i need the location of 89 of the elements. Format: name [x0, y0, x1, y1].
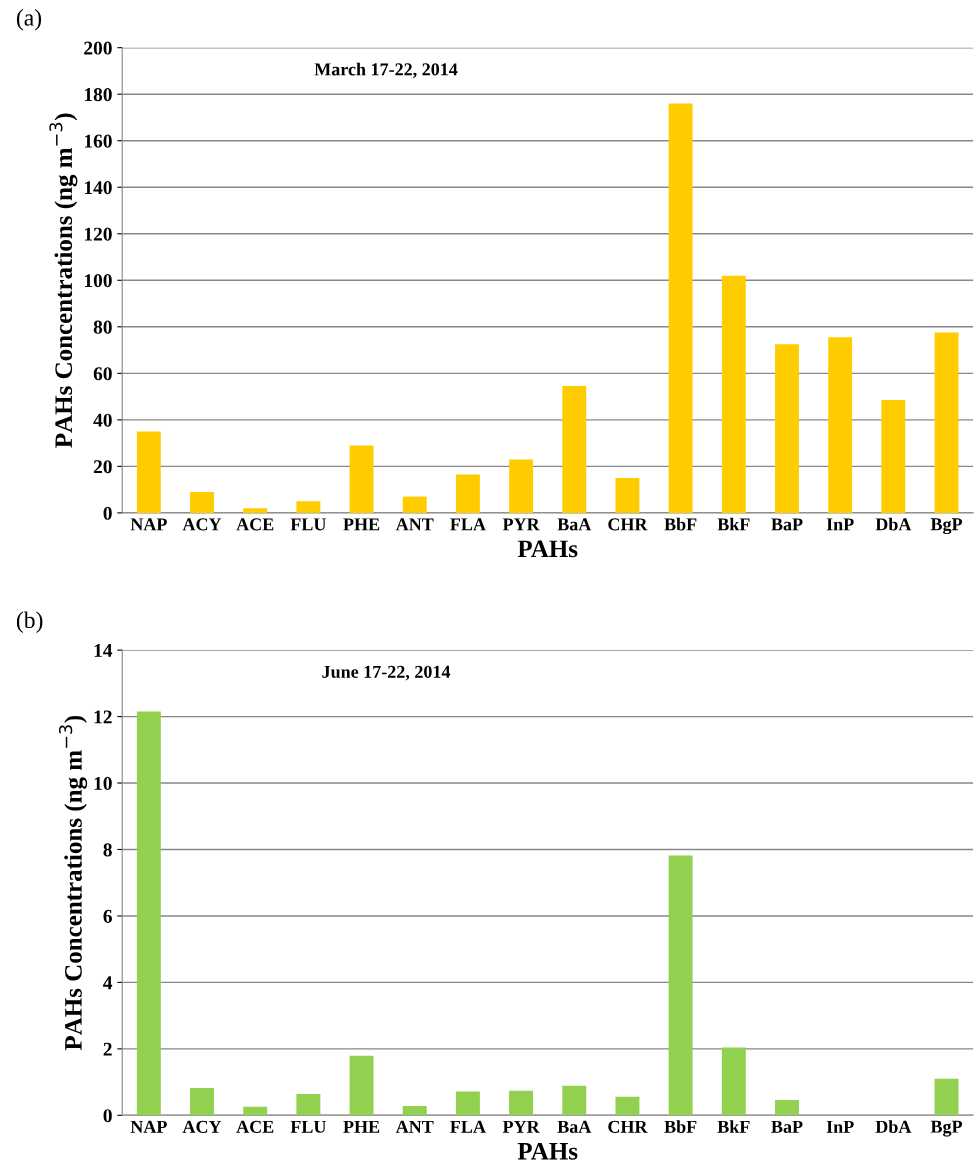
x-tick-label: ACE	[236, 518, 274, 531]
bar	[402, 496, 427, 513]
x-tick-label: FLU	[290, 1120, 326, 1133]
x-tick-label: ANT	[395, 1120, 434, 1133]
y-tick-label: 140	[84, 181, 112, 195]
y-tick-label: 0	[103, 506, 112, 520]
bar	[881, 400, 906, 513]
bar	[615, 477, 640, 513]
bar	[721, 275, 746, 513]
bar	[562, 386, 587, 513]
bar	[828, 337, 853, 513]
x-tick-label: BkF	[717, 1120, 750, 1133]
bar	[668, 103, 693, 513]
x-tick-label: FLA	[450, 1120, 486, 1133]
text: (a)	[16, 9, 42, 31]
x-tick-label: ACY	[182, 1120, 222, 1133]
x-tick-label: BaA	[557, 1120, 592, 1133]
x-tick-label: NAP	[130, 1120, 167, 1133]
x-tick-label: BbF	[664, 1120, 697, 1133]
bar	[562, 1085, 587, 1116]
x-tick-label: BaP	[771, 518, 803, 531]
x-tick-label: BaP	[771, 1120, 803, 1133]
y-tick-label: 2	[103, 1042, 112, 1056]
bar	[190, 491, 214, 513]
y-tick-label: 10	[94, 776, 112, 790]
y-tick-label: 6	[103, 909, 112, 923]
bar	[402, 1106, 427, 1116]
bar	[934, 332, 959, 513]
y-tick-label: 8	[103, 843, 112, 857]
bar	[136, 431, 161, 513]
y-tick-label: 80	[93, 320, 112, 334]
x-tick-label: ANT	[395, 518, 434, 531]
bar	[775, 1100, 799, 1116]
x-axis-title: PAHs	[517, 1142, 578, 1160]
x-tick-label: CHR	[608, 518, 648, 531]
bar	[349, 1055, 374, 1116]
bar	[455, 1091, 480, 1116]
bar	[243, 508, 268, 513]
bar	[190, 1088, 214, 1116]
text: (b)	[16, 611, 43, 633]
y-tick-label: 0	[103, 1109, 112, 1123]
bar	[509, 1090, 534, 1116]
y-tick-label: 100	[84, 274, 112, 288]
y-tick-label: 180	[84, 88, 112, 102]
x-tick-label: InP	[826, 1120, 854, 1133]
y-axis-title: PAHs Concentrations (ng m$^{−3}$)	[59, 715, 88, 1051]
bar	[136, 711, 161, 1116]
x-tick-label: DbA	[875, 1120, 912, 1133]
x-tick-label: ACE	[236, 1120, 274, 1133]
x-tick-label: DbA	[875, 517, 912, 531]
x-tick-label: NAP	[130, 518, 167, 531]
x-tick-label: FLA	[450, 518, 486, 531]
x-tick-label: FLU	[290, 518, 326, 531]
text: March 17-22, 2014	[314, 62, 458, 79]
bar	[509, 459, 534, 513]
y-axis-title: PAHs Concentrations (ng m$^{−3}$)	[49, 113, 78, 448]
y-tick-label: 160	[84, 134, 112, 148]
text: June 17-22, 2014	[322, 665, 451, 681]
x-tick-label: BkF	[717, 517, 750, 531]
y-tick-label: 12	[94, 710, 112, 724]
bar	[243, 1106, 268, 1116]
y-tick-label: 20	[93, 460, 112, 474]
bar	[296, 501, 321, 513]
x-tick-label: PHE	[343, 1120, 380, 1133]
bar	[721, 1047, 746, 1116]
x-tick-label: BaA	[557, 518, 592, 531]
bar	[615, 1096, 640, 1116]
x-tick-label: ACY	[182, 518, 222, 531]
x-tick-label: InP	[826, 518, 854, 531]
x-tick-label: BgP	[930, 1120, 963, 1137]
x-tick-label: BgP	[930, 518, 963, 535]
y-tick-label: 40	[93, 413, 112, 427]
bar	[668, 855, 693, 1116]
y-tick-label: 14	[94, 644, 113, 657]
y-tick-label: 120	[84, 227, 112, 241]
y-tick-label: 200	[84, 41, 112, 55]
bar	[296, 1094, 321, 1116]
x-tick-label: CHR	[608, 1120, 648, 1133]
x-tick-label: PHE	[343, 518, 380, 531]
bar	[934, 1078, 959, 1116]
y-tick-label: 4	[103, 976, 113, 990]
x-tick-label: PYR	[502, 1120, 540, 1133]
y-tick-label: 60	[93, 367, 112, 381]
x-tick-label: PYR	[502, 518, 540, 531]
bar	[775, 344, 799, 513]
x-axis-title: PAHs	[517, 540, 578, 558]
bar	[349, 445, 374, 513]
x-tick-label: BbF	[664, 517, 697, 531]
bar	[455, 474, 480, 513]
